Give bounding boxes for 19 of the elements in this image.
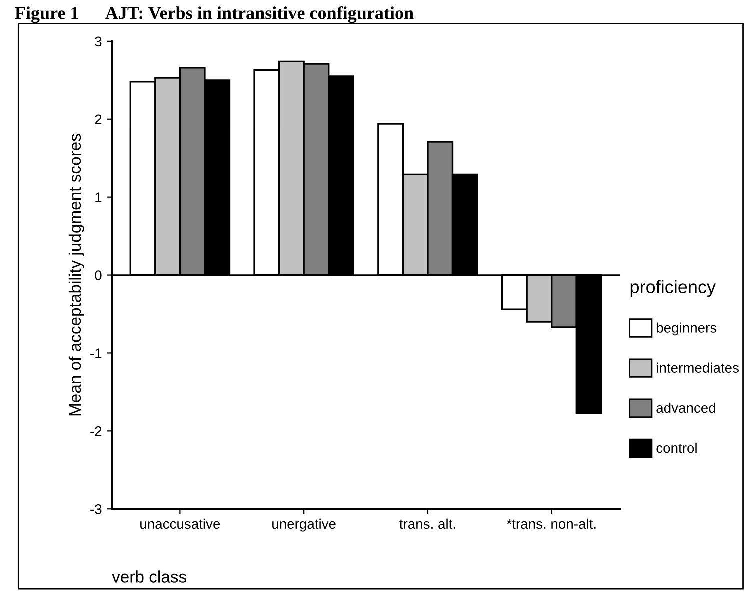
legend-label: control [656, 442, 697, 454]
x-axis-title: verb class [112, 570, 186, 583]
y-tick-label: -2 [90, 426, 102, 436]
y-axis-title: Mean of acceptability judgment scores [68, 134, 84, 416]
y-tick-label: 1 [96, 192, 102, 202]
chart-title: Figure 1 AJT: Verbs in intransitive configuration [15, 6, 414, 24]
y-tick-label: -1 [90, 348, 102, 358]
x-tick-label: unaccusative [140, 518, 220, 530]
legend-label: intermediates [657, 362, 739, 373]
y-tick-label: -3 [90, 504, 102, 514]
x-tick-label: trans. alt. [400, 518, 456, 530]
legend-label: advanced [656, 402, 716, 414]
y-tick-label: 0 [95, 270, 102, 280]
x-tick-label: *trans. non-alt. [506, 518, 596, 530]
legend-label: beginners [657, 322, 717, 336]
y-tick-label: 2 [95, 114, 102, 124]
y-tick-label: 3 [95, 36, 102, 47]
legend-title: proficiency [630, 280, 716, 298]
x-tick-label: unergative [272, 518, 336, 532]
